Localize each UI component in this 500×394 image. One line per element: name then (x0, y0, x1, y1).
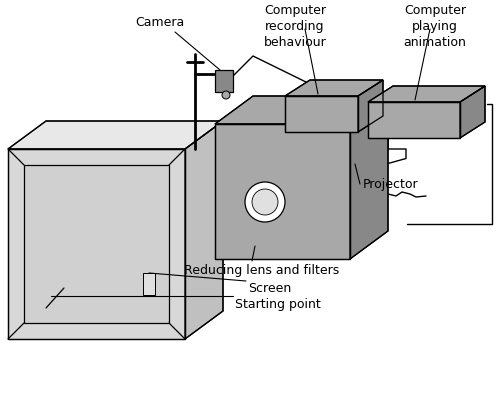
Polygon shape (8, 121, 223, 149)
Polygon shape (350, 96, 388, 259)
Circle shape (222, 91, 230, 99)
Polygon shape (215, 124, 350, 259)
Polygon shape (368, 102, 460, 138)
Circle shape (245, 182, 285, 222)
Text: Projector: Projector (363, 178, 418, 191)
Text: Starting point: Starting point (235, 298, 321, 311)
Text: Camera: Camera (136, 16, 184, 29)
Polygon shape (368, 86, 485, 102)
Polygon shape (8, 149, 185, 339)
Polygon shape (460, 86, 485, 138)
Text: Reducing lens and filters: Reducing lens and filters (184, 264, 340, 277)
Polygon shape (285, 80, 383, 96)
Polygon shape (215, 96, 388, 124)
Polygon shape (185, 121, 223, 339)
Polygon shape (285, 96, 358, 132)
Polygon shape (24, 165, 169, 323)
Text: Computer
playing
animation: Computer playing animation (404, 4, 466, 49)
Polygon shape (358, 80, 383, 132)
Text: Computer
recording
behaviour: Computer recording behaviour (264, 4, 326, 49)
Text: Screen: Screen (248, 282, 291, 295)
Polygon shape (143, 273, 155, 295)
Polygon shape (215, 70, 233, 92)
Circle shape (252, 189, 278, 215)
